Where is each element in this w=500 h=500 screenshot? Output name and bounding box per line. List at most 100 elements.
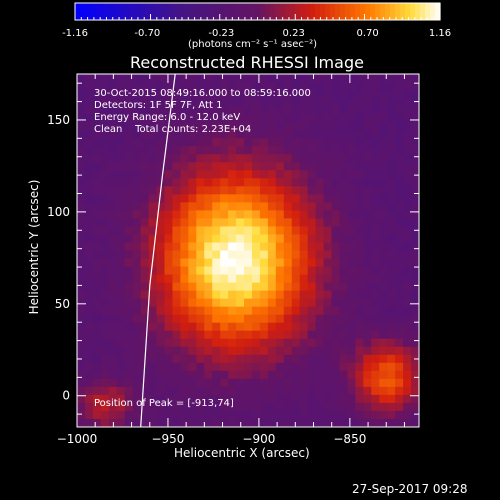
heatmap-cell (228, 138, 237, 147)
heatmap-cell (84, 250, 94, 260)
colorbar-swatch (335, 3, 341, 20)
heatmap-cell (116, 106, 126, 115)
heatmap-cell (387, 234, 396, 243)
heatmap-cell (220, 346, 229, 356)
heatmap-cell (77, 210, 86, 219)
heatmap-cell (77, 378, 86, 388)
heatmap-cell (331, 394, 340, 404)
heatmap-cell (339, 210, 348, 219)
heatmap-cell (108, 362, 118, 372)
heatmap-cell (275, 362, 285, 372)
heatmap-cell (244, 202, 253, 211)
heatmap-cell (323, 338, 333, 348)
heatmap-cell (196, 258, 205, 268)
heatmap-cell (220, 258, 229, 268)
heatmap-cell (180, 138, 189, 147)
heatmap-cell (156, 202, 165, 211)
heatmap-cell (156, 194, 165, 203)
heatmap-cell (363, 122, 372, 131)
heatmap-cell (132, 346, 142, 356)
heatmap-cell (371, 98, 380, 107)
heatmap-cell (212, 290, 221, 300)
heatmap-cell (323, 154, 333, 163)
heatmap-cell (363, 162, 372, 171)
heatmap-cell (339, 186, 348, 195)
heatmap-cell (251, 402, 261, 412)
heatmap-cell (363, 106, 372, 115)
heatmap-cell (92, 162, 102, 171)
heatmap-cell (140, 138, 150, 147)
heatmap-cell (204, 338, 213, 348)
heatmap-cell (204, 234, 213, 243)
heatmap-cell (307, 402, 317, 412)
heatmap-cell (100, 138, 110, 147)
heatmap-cell (100, 266, 110, 276)
heatmap-cell (116, 362, 126, 372)
heatmap-cell (148, 210, 158, 219)
heatmap-cell (387, 186, 396, 195)
heatmap-cell (315, 114, 325, 123)
heatmap-cell (267, 378, 277, 388)
heatmap-cell (347, 394, 356, 404)
heatmap-cell (108, 378, 118, 388)
heatmap-cell (291, 90, 301, 99)
heatmap-cell (267, 338, 277, 348)
heatmap-cell (379, 394, 388, 404)
heatmap-cell (100, 274, 110, 284)
heatmap-cell (363, 170, 372, 179)
heatmap-cell (148, 90, 158, 99)
heatmap-cell (236, 114, 245, 123)
heatmap-cell (124, 394, 134, 404)
heatmap-cell (180, 258, 189, 268)
heatmap-cell (403, 394, 412, 404)
heatmap-cell (363, 362, 372, 372)
heatmap-cell (355, 234, 364, 243)
heatmap-cell (395, 330, 404, 340)
heatmap-cell (371, 122, 380, 131)
heatmap-cell (251, 234, 261, 243)
heatmap-cell (140, 218, 150, 227)
heatmap-cell (156, 298, 165, 308)
heatmap-cell (347, 282, 356, 292)
heatmap-cell (212, 114, 221, 123)
heatmap-cell (196, 250, 205, 260)
heatmap-cell (132, 370, 142, 380)
heatmap-cell (275, 290, 285, 300)
heatmap-cell (347, 90, 356, 99)
heatmap-cell (267, 114, 277, 123)
heatmap-cell (132, 138, 142, 147)
heatmap-cell (307, 106, 317, 115)
heatmap-cell (403, 242, 412, 251)
heatmap-cell (100, 282, 110, 292)
heatmap-cell (132, 290, 142, 300)
heatmap-cell (204, 170, 213, 179)
colorbar-swatch (290, 3, 296, 20)
heatmap-cell (188, 170, 197, 179)
colorbar-swatch (175, 3, 181, 20)
heatmap-cell (140, 122, 150, 131)
heatmap-cell (323, 370, 333, 380)
heatmap-cell (275, 194, 285, 203)
heatmap-cell (251, 298, 261, 308)
colorbar-swatch (220, 3, 226, 20)
heatmap-cell (92, 282, 102, 292)
heatmap-cell (267, 402, 277, 412)
heatmap-cell (148, 122, 158, 131)
heatmap-cell (331, 218, 340, 227)
heatmap-cell (371, 306, 380, 316)
heatmap-cell (259, 82, 269, 91)
heatmap-cell (156, 394, 165, 404)
heatmap-cell (259, 234, 269, 243)
heatmap-cell (411, 370, 420, 380)
heatmap-cell (331, 186, 340, 195)
heatmap-cell (395, 258, 404, 268)
heatmap-cell (355, 162, 364, 171)
heatmap-cell (395, 74, 404, 83)
heatmap-cell (267, 186, 277, 195)
heatmap-cell (148, 130, 158, 139)
heatmap-cell (172, 194, 181, 203)
heatmap-cell (236, 178, 245, 187)
heatmap-cell (140, 314, 150, 324)
heatmap-cell (220, 290, 229, 300)
heatmap-cell (363, 242, 372, 251)
